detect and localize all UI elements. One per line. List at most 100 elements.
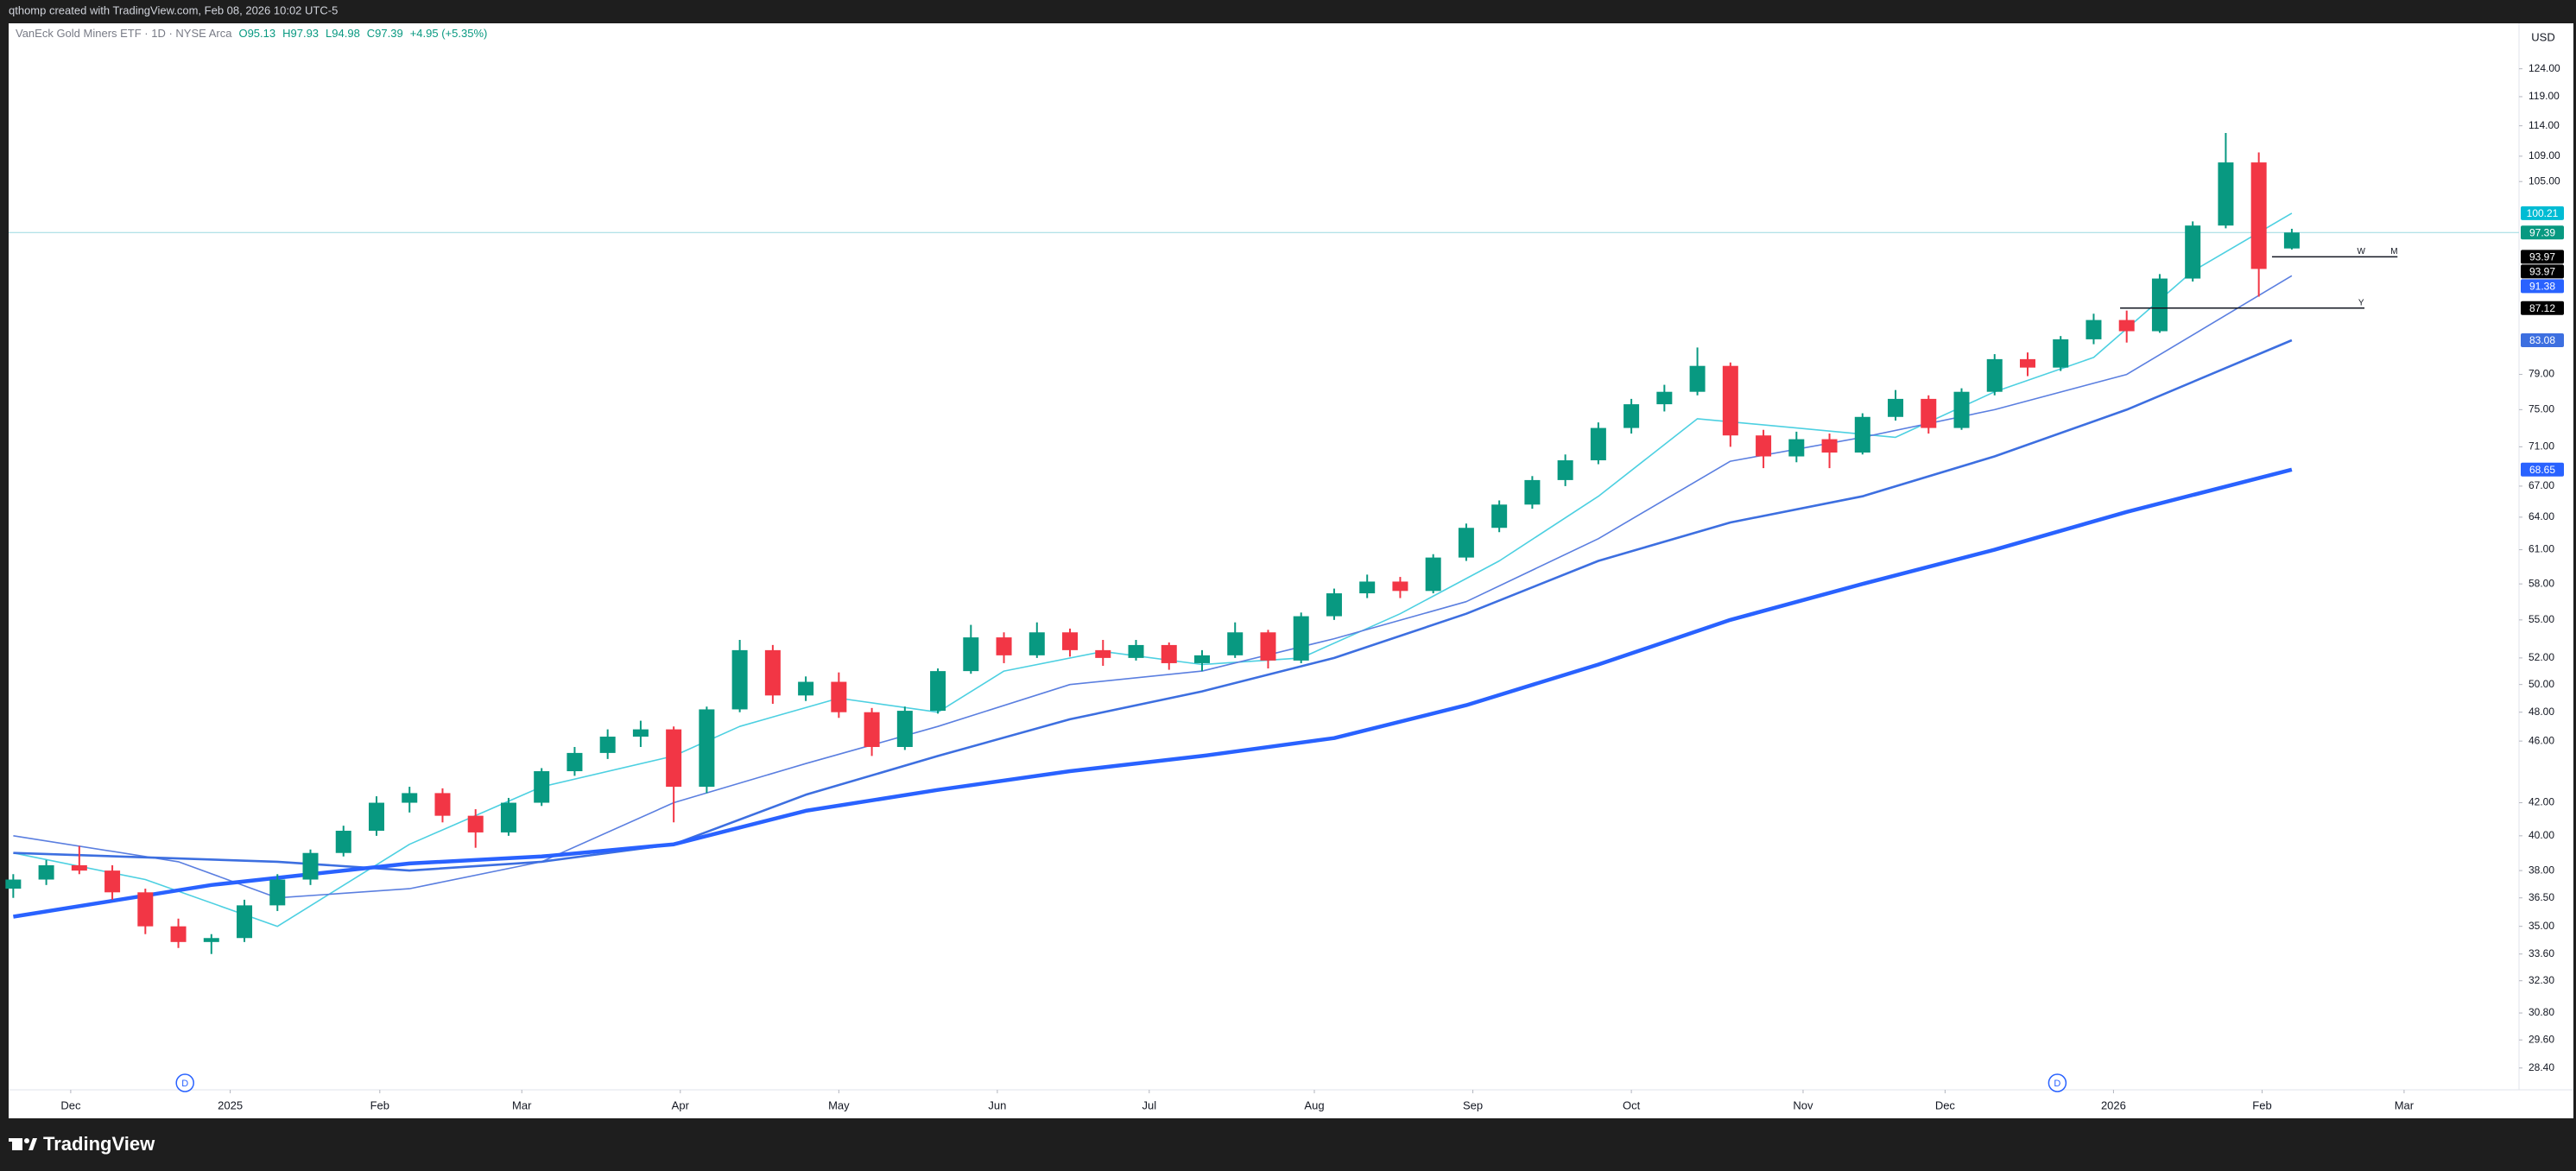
candle-body (1293, 616, 1309, 661)
candle-body (2218, 162, 2234, 226)
candle-body (2053, 339, 2069, 368)
event-marker (175, 1073, 194, 1092)
price-label: 68.65 (2529, 464, 2555, 476)
candle-body (1623, 404, 1640, 428)
y-tick-label: 75.00 (2529, 403, 2554, 415)
candle-body (335, 830, 351, 853)
candle-body (599, 737, 616, 753)
event-label: D (181, 1079, 188, 1089)
x-tick-label: Oct (1623, 1098, 1641, 1111)
x-tick-label: Sep (1463, 1098, 1483, 1111)
event-marker (2048, 1073, 2067, 1092)
price-label-box (2521, 462, 2564, 477)
x-tick-label: Jul (1142, 1098, 1156, 1111)
candle-body (434, 793, 451, 816)
event-label: D (2054, 1079, 2060, 1089)
candle-body (1788, 439, 1805, 457)
x-tick-label: Mar (512, 1098, 532, 1111)
candle-body (731, 649, 748, 710)
candle-body (237, 905, 253, 939)
candle-body (2019, 358, 2035, 368)
x-tick-label: Apr (672, 1098, 690, 1111)
x-tick-label: May (828, 1098, 850, 1111)
logo-part (9, 1138, 21, 1142)
x-tick-label: Aug (1304, 1098, 1324, 1111)
chart-panel (9, 23, 2573, 1118)
x-tick-label: 2026 (2101, 1098, 2126, 1111)
y-tick-label: 64.00 (2529, 510, 2554, 522)
legend-field: +4.95 (+5.35%) (410, 27, 488, 40)
price-label-box (2521, 225, 2564, 240)
candle-body (1359, 581, 1376, 594)
y-tick-label: 40.00 (2529, 829, 2554, 841)
candle-body (2283, 232, 2300, 249)
candle-body (170, 926, 187, 942)
candle-body (764, 649, 781, 696)
candle-body (1689, 365, 1706, 392)
candle-body (1557, 460, 1573, 480)
moving-average-line (13, 275, 2293, 899)
y-tick-label: 32.30 (2529, 974, 2554, 986)
price-label: 83.08 (2529, 334, 2555, 346)
price-label-box (2521, 264, 2564, 279)
candle-body (2250, 162, 2267, 269)
moving-average-line (13, 467, 2293, 919)
footer-brand: TradingView (43, 1133, 155, 1155)
candle-body (2185, 225, 2201, 279)
y-tick-label: 58.00 (2529, 577, 2554, 589)
candle-body (1722, 365, 1738, 436)
price-label-box (2521, 279, 2564, 294)
candle-body (38, 864, 54, 880)
price-label: 93.97 (2529, 251, 2555, 263)
candle-body (137, 892, 154, 927)
candle-body (534, 771, 550, 803)
candle-body (798, 681, 814, 696)
candle-body (1260, 632, 1276, 661)
y-tick-label: 105.00 (2529, 174, 2560, 187)
y-tick-label: 114.00 (2529, 119, 2560, 131)
y-tick-label: 35.00 (2529, 920, 2554, 932)
x-tick-label: Feb (370, 1098, 389, 1111)
candle-body (1590, 427, 1606, 461)
price-label: 93.97 (2529, 266, 2555, 278)
level-label: M (2390, 247, 2397, 256)
y-tick-label: 119.00 (2529, 90, 2560, 102)
x-tick-label: Dec (60, 1098, 81, 1111)
candle-body (368, 802, 384, 831)
candle-body (1193, 655, 1210, 663)
candle-body (2085, 320, 2102, 339)
candle-body (2118, 320, 2135, 332)
candle-body (1888, 398, 1904, 417)
logo-part (28, 1138, 37, 1150)
candle-body (5, 879, 22, 889)
x-tick-label: Nov (1793, 1098, 1813, 1111)
candle-body (1095, 649, 1111, 658)
y-tick-label: 29.60 (2529, 1033, 2554, 1045)
candle-body (1524, 479, 1541, 505)
candle-body (402, 793, 418, 803)
y-tick-label: 52.00 (2529, 651, 2554, 663)
candle-body (996, 637, 1012, 655)
candle-body (896, 711, 913, 747)
candle-body (566, 752, 583, 772)
x-tick-label: Feb (2252, 1098, 2271, 1111)
moving-average-line (13, 339, 2293, 872)
candle-body (467, 815, 484, 832)
legend-field: O95.13 (238, 27, 275, 40)
candle-body (1921, 398, 1937, 428)
y-tick-label: 38.00 (2529, 864, 2554, 876)
candle-body (666, 729, 682, 788)
legend-field: L94.98 (326, 27, 360, 40)
level-label: Y (2358, 298, 2364, 307)
x-tick-label: Jun (988, 1098, 1006, 1111)
candle-body (1425, 557, 1441, 592)
price-label: 91.38 (2529, 281, 2555, 293)
candle-body (699, 709, 715, 788)
candle-body (1161, 644, 1177, 663)
y-tick-label: 55.00 (2529, 613, 2554, 625)
price-label-box (2521, 333, 2564, 348)
legend-symbol: VanEck Gold Miners ETF · 1D · NYSE Arca (16, 27, 232, 40)
y-tick-label: 124.00 (2529, 62, 2560, 74)
